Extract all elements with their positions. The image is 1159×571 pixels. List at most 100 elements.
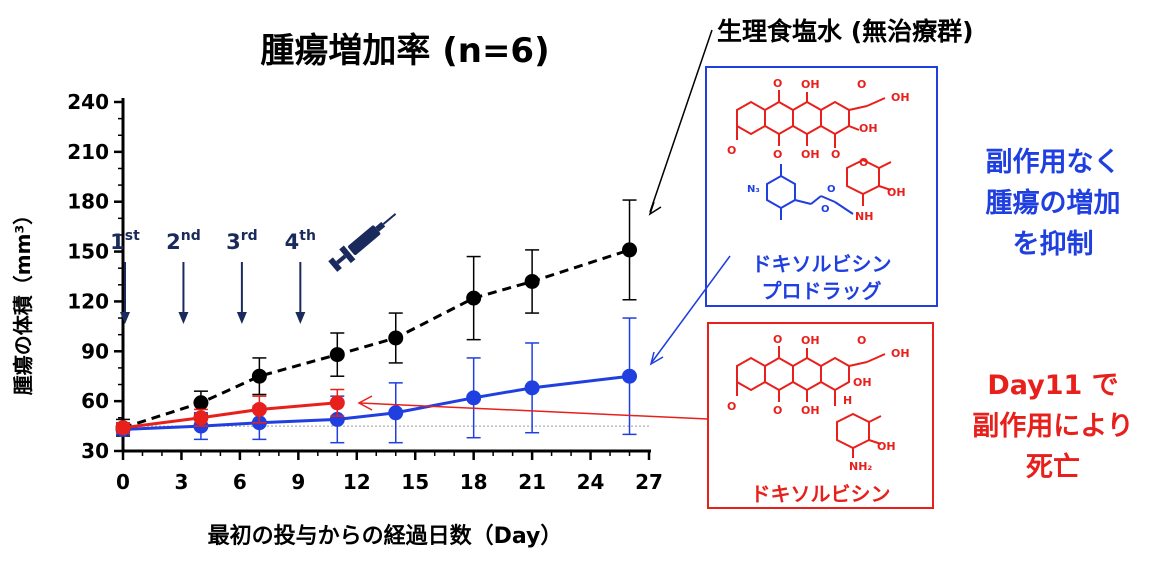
dose-marker-label: 2nd: [166, 228, 201, 254]
data-point: [466, 390, 482, 406]
y-axis-label: 腫瘍の体積（mm³）: [11, 205, 35, 395]
prodrug-connector: [651, 255, 731, 363]
data-point: [524, 273, 540, 289]
dose-marker-label: 1st: [110, 228, 140, 254]
axes: 30 60 90 120 150 180 210 240 0 3 6 9 12 15 18 21 24 27: [67, 90, 663, 494]
saline-label: 生理食塩水 (無治療群): [717, 17, 974, 46]
series-line: [122, 374, 630, 431]
data-point: [193, 410, 209, 426]
y-tick-label: 240: [67, 90, 109, 114]
svg-text:O: O: [727, 400, 736, 413]
dose-marker-label: 3rd: [226, 228, 258, 254]
series-line: [122, 401, 338, 430]
dose-marker: 3rd: [226, 228, 258, 324]
svg-text:O: O: [773, 77, 782, 90]
data-point: [251, 401, 267, 417]
x-tick-label: 21: [518, 470, 546, 494]
y-tick-label: 180: [67, 190, 109, 214]
y-tick-label: 150: [67, 240, 109, 264]
saline-connector: [649, 29, 713, 213]
x-tick-label: 12: [343, 470, 371, 494]
data-point: [329, 395, 345, 411]
data-point: [329, 347, 345, 363]
syringe-icon: [328, 213, 397, 272]
svg-text:OH: OH: [891, 91, 910, 104]
doxorubicin-connector: [359, 402, 709, 420]
data-point: [388, 405, 404, 421]
svg-text:O: O: [773, 148, 782, 161]
data-point: [115, 420, 131, 436]
svg-text:O: O: [859, 156, 868, 169]
x-tick-label: 27: [635, 470, 663, 494]
dose-marker-label: 4th: [285, 228, 316, 254]
dose-arrow-head: [178, 312, 189, 324]
prodrug-note-line2: 腫瘍の増加: [985, 188, 1121, 219]
series-saline: [115, 199, 638, 437]
svg-text:OH: OH: [859, 122, 878, 135]
data-point: [622, 368, 638, 384]
svg-text:NH: NH: [855, 210, 873, 223]
y-tick-label: 120: [67, 289, 109, 313]
y-tick-label: 30: [81, 439, 109, 463]
svg-text:O: O: [773, 404, 782, 417]
svg-text:O: O: [857, 334, 866, 347]
dose-arrow-head: [295, 312, 306, 324]
svg-text:H: H: [843, 394, 852, 407]
x-axis-label: 最初の投与からの経過日数（Day）: [208, 523, 563, 549]
svg-text:OH: OH: [801, 334, 820, 347]
y-tick-label: 90: [81, 339, 109, 363]
svg-text:O: O: [831, 148, 840, 161]
series-line: [122, 248, 630, 430]
data-point: [388, 330, 404, 346]
x-tick-label: 0: [116, 470, 130, 494]
prodrug-note-line3: を抑制: [1012, 229, 1094, 260]
y-tick-label: 210: [67, 140, 109, 164]
svg-text:O: O: [727, 144, 736, 157]
doxorubicin-note-line1: Day11 で: [987, 370, 1119, 401]
dose-arrow-head: [120, 312, 130, 324]
svg-text:OH: OH: [801, 404, 820, 417]
x-tick-label: 9: [291, 470, 305, 494]
svg-text:NH₂: NH₂: [849, 460, 872, 473]
data-point: [193, 395, 209, 411]
svg-text:OH: OH: [891, 347, 910, 360]
series-doxorubicin: [115, 388, 345, 436]
svg-text:OH: OH: [801, 148, 820, 161]
prodrug-connector-head: [649, 351, 664, 366]
svg-text:O: O: [827, 184, 836, 195]
dose-markers: 1st 2nd 3rd 4th: [110, 228, 316, 324]
svg-text:OH: OH: [853, 376, 872, 389]
dose-arrow-head: [236, 312, 247, 324]
series-layer: [115, 199, 638, 444]
saline-connector-head: [648, 201, 662, 216]
doxorubicin-connector-head: [357, 395, 373, 411]
svg-text:OH: OH: [887, 186, 906, 199]
x-tick-label: 15: [401, 470, 429, 494]
x-tick-label: 18: [460, 470, 488, 494]
series-prodrug: [115, 317, 638, 444]
x-tick-label: 6: [233, 470, 247, 494]
doxorubicin-structure: O OH O OH OOH OHO HOH NH₂: [727, 333, 910, 473]
data-point: [622, 242, 638, 258]
svg-text:O: O: [857, 78, 866, 91]
dose-marker: 2nd: [166, 228, 201, 324]
doxorubicin-structure-box: O OH O OH O OH OH O H OH NH₂ ドキソルビシン: [707, 322, 934, 509]
doxorubicin-note-line2: 副作用により: [972, 411, 1134, 442]
dose-marker: 4th: [285, 228, 316, 324]
data-point: [251, 368, 267, 384]
doxorubicin-name: ドキソルビシン: [750, 482, 891, 506]
data-point: [466, 290, 482, 306]
svg-text:O: O: [773, 333, 782, 346]
prodrug-structure-box: O OH O OH O OH OH O O OH NH O N₃ O O ドキソルビシン プロド…: [705, 66, 938, 307]
svg-text:OH: OH: [801, 78, 820, 91]
x-tick-label: 3: [174, 470, 188, 494]
x-tick-label: 24: [577, 470, 605, 494]
doxorubicin-note-line3: 死亡: [1026, 452, 1080, 483]
prodrug-name-line2: プロドラッグ: [761, 279, 882, 303]
y-tick-label: 60: [81, 389, 109, 413]
svg-text:O: O: [821, 204, 830, 215]
prodrug-name-line1: ドキソルビシン: [751, 252, 892, 276]
svg-text:N₃: N₃: [747, 184, 760, 195]
